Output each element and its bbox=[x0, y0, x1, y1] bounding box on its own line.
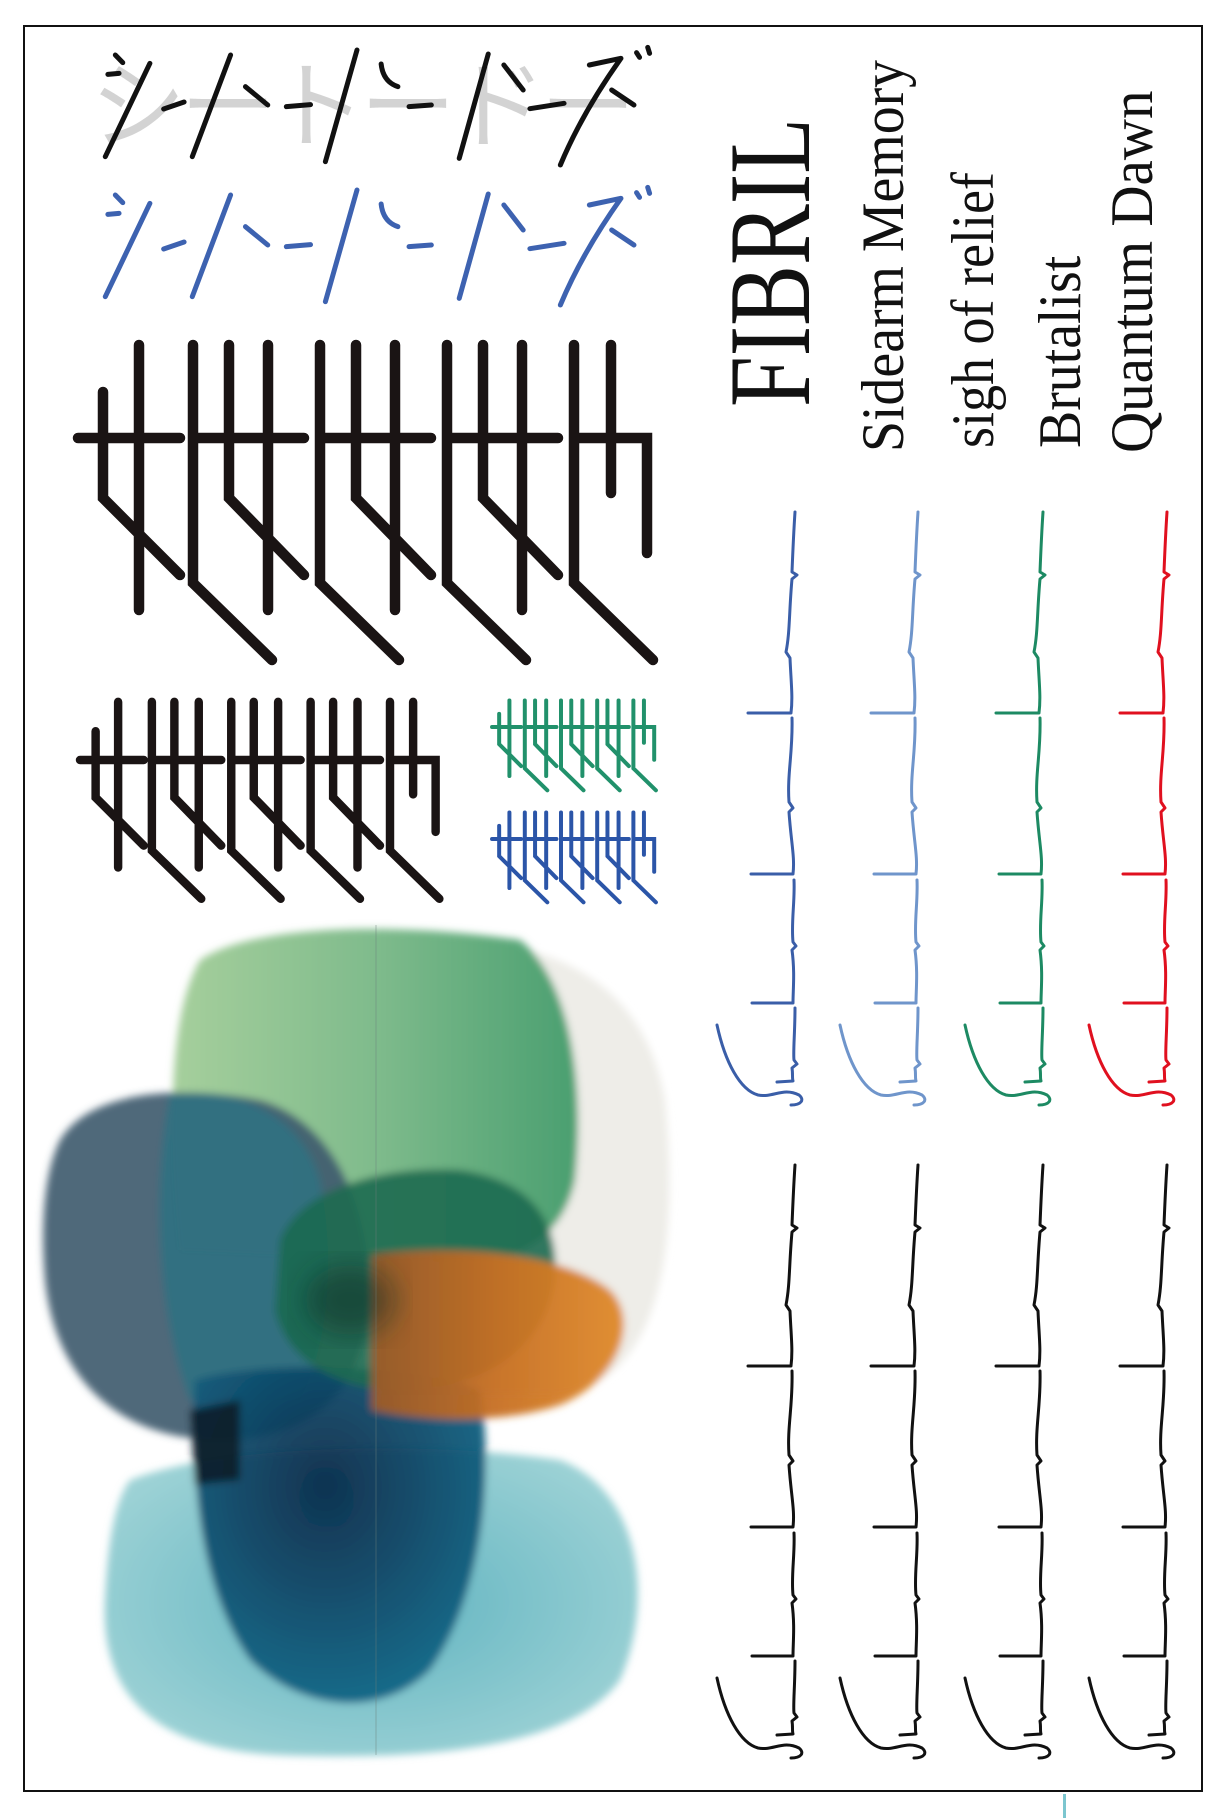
signature-black-1 bbox=[715, 1163, 804, 1760]
poster-title: FIBRIL bbox=[706, 117, 835, 407]
glyph-row-green bbox=[490, 698, 658, 793]
poster-border bbox=[23, 25, 1203, 1792]
track-title-4: Quantum Dawn bbox=[1099, 90, 1165, 454]
track-title-2: sigh of relief bbox=[940, 172, 1006, 448]
signature-black-4 bbox=[1087, 1163, 1176, 1760]
signature-colored-3 bbox=[963, 510, 1052, 1107]
track-title-1: Sidearm Memory bbox=[850, 59, 916, 452]
glyph-row-blue bbox=[490, 810, 658, 905]
signature-colored-1 bbox=[715, 510, 804, 1107]
track-title-3: Brutalist bbox=[1027, 255, 1093, 448]
blob-navy bbox=[193, 1367, 486, 1703]
dark-core bbox=[305, 1265, 395, 1335]
signature-black-3 bbox=[963, 1163, 1052, 1760]
signature-colored-2 bbox=[838, 510, 927, 1107]
signature-black-2 bbox=[838, 1163, 927, 1760]
glyph-row-large bbox=[72, 339, 659, 666]
trim-mark bbox=[1063, 1794, 1066, 1818]
blob-orange bbox=[372, 1250, 624, 1419]
signature-colored-4 bbox=[1087, 510, 1176, 1107]
glyph-row-small-black bbox=[75, 697, 444, 903]
shadow-core bbox=[190, 1400, 240, 1485]
